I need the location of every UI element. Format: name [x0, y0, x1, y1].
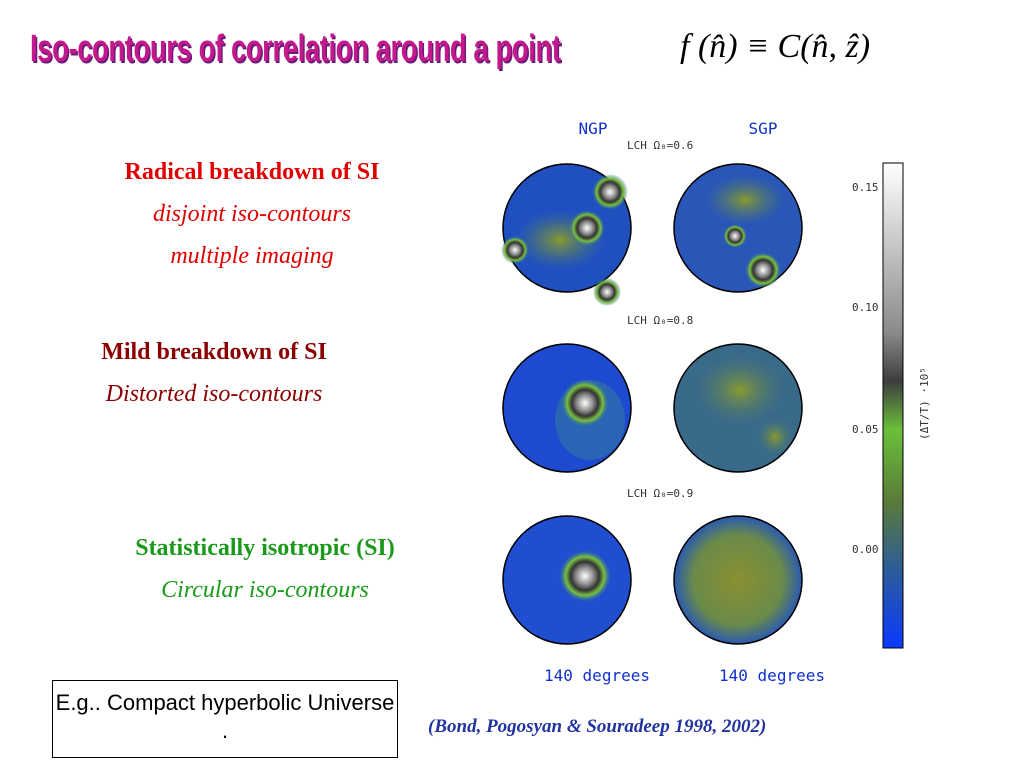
colorbar-tick: 0.10 — [852, 301, 879, 314]
section-heading: Statistically isotropic (SI) — [135, 535, 395, 561]
row-label: LCH Ω₀=0.8 — [627, 314, 693, 327]
map-features — [501, 174, 793, 602]
colorbar-label: (ΔT/T) ·10⁵ — [918, 367, 931, 440]
section: Radical breakdown of SI disjoint iso-con… — [52, 151, 452, 277]
note-text: E.g.. Compact hyperbolic Universe . — [55, 690, 395, 743]
section-line: Circular iso-contours — [161, 577, 369, 603]
colorbar — [882, 162, 904, 649]
section-heading: Mild breakdown of SI — [101, 339, 327, 365]
section-heading: Radical breakdown of SI — [124, 159, 380, 185]
note-box: E.g.. Compact hyperbolic Universe . — [52, 680, 398, 758]
colorbar-tick: 0.00 — [852, 543, 879, 556]
colorbar-tick: 0.15 — [852, 181, 879, 194]
column-label: NGP — [579, 119, 608, 138]
section-line: Distorted iso-contours — [105, 381, 323, 407]
section-line: multiple imaging — [170, 243, 334, 269]
column-label: SGP — [749, 119, 778, 138]
section-line: disjoint iso-contours — [152, 201, 351, 227]
section: Mild breakdown of SI Distorted iso-conto… — [14, 331, 414, 415]
formula: f (n̂) ≡ C(n̂, ẑ) — [680, 28, 871, 65]
scale-label: 140 degrees — [719, 666, 825, 685]
slide-title: Iso-contours of correlation around a poi… — [30, 28, 561, 70]
scale-label: 140 degrees — [544, 666, 650, 685]
section: Statistically isotropic (SI) Circular is… — [65, 527, 465, 611]
colorbar-tick: 0.05 — [852, 423, 879, 436]
row-label: LCH Ω₀=0.9 — [627, 487, 693, 500]
citation: (Bond, Pogosyan & Souradeep 1998, 2002) — [428, 716, 767, 737]
row-label: LCH Ω₀=0.6 — [627, 139, 693, 152]
